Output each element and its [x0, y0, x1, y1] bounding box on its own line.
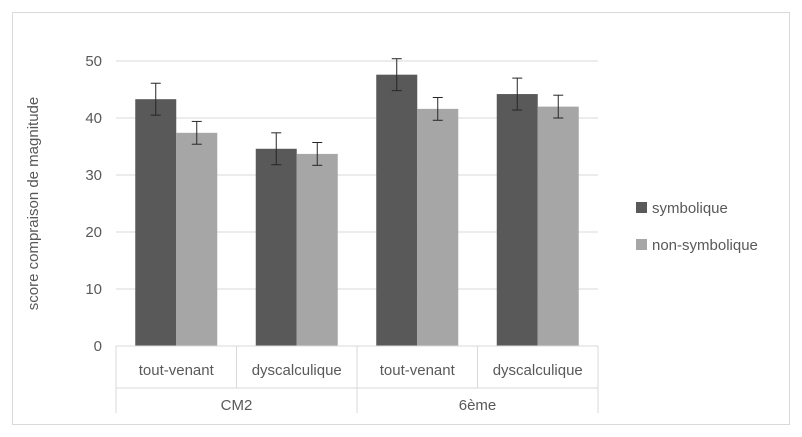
bar	[496, 94, 538, 346]
bar	[296, 153, 338, 346]
y-axis-label: score compraison de magnitude	[25, 97, 42, 310]
y-tick-label: 10	[85, 281, 102, 298]
chart-frame: 0 10 20 30 40 50 score compraison de magnitude…	[12, 12, 790, 425]
group-label: CM2	[221, 397, 253, 414]
bar	[176, 132, 218, 346]
error-bars	[150, 58, 564, 166]
bar	[255, 148, 297, 346]
legend-label: non-symbolique	[652, 237, 758, 254]
legend-label: symbolique	[652, 200, 728, 217]
y-tick-label: 30	[85, 167, 102, 184]
bar	[417, 108, 459, 346]
bar-chart: 0 10 20 30 40 50 score compraison de magnitude…	[25, 53, 758, 414]
y-tick-label: 0	[94, 338, 102, 355]
y-tick-label: 20	[85, 224, 102, 241]
y-tick-label: 50	[85, 53, 102, 70]
x-tick-label: tout-venant	[380, 362, 456, 379]
x-tick-label: dyscalculique	[252, 362, 342, 379]
tick-labels: 0 10 20 30 40 50 score compraison de magnitude…	[25, 53, 583, 414]
bar	[135, 99, 177, 346]
legend-swatch	[636, 202, 647, 213]
bars	[135, 74, 579, 347]
legend: symbolique non-symbolique	[636, 200, 758, 254]
x-tick-label: tout-venant	[139, 362, 215, 379]
group-label: 6ème	[459, 397, 497, 414]
axes	[115, 345, 599, 413]
x-tick-label: dyscalculique	[493, 362, 583, 379]
bar	[537, 106, 579, 346]
y-tick-label: 40	[85, 110, 102, 127]
legend-swatch	[636, 239, 647, 250]
bar	[376, 74, 418, 347]
